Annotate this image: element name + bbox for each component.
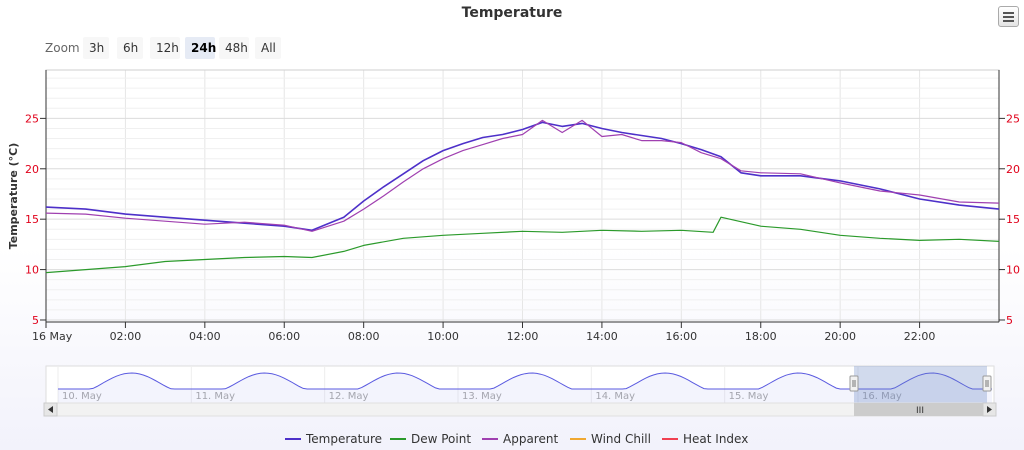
- x-tick-label: 10:00: [427, 330, 459, 343]
- scrollbar-track[interactable]: [43, 402, 997, 417]
- y-axis-title: Temperature (°C): [7, 143, 20, 250]
- navigator-handle-left[interactable]: [849, 375, 859, 392]
- x-tick-label: 04:00: [189, 330, 221, 343]
- legend-swatch: [390, 437, 406, 440]
- legend-label: Dew Point: [411, 432, 472, 446]
- zoom-label: Zoom: [45, 41, 80, 55]
- legend-label: Temperature: [306, 432, 383, 446]
- arrow-left-icon: [48, 406, 53, 413]
- zoom-3h-button[interactable]: 3h: [83, 37, 109, 59]
- x-tick-label: 16 May: [32, 330, 73, 343]
- legend-temperature[interactable]: Temperature: [285, 432, 382, 446]
- series-line-dew-point: [45, 216, 1000, 274]
- legend-dew-point[interactable]: Dew Point: [390, 432, 471, 446]
- menu-icon: [1003, 12, 1014, 14]
- menu-icon: [1003, 16, 1014, 18]
- x-tick-label: 20:00: [824, 330, 856, 343]
- navigator-date-label: 16. May: [862, 391, 902, 402]
- legend-swatch: [482, 437, 498, 440]
- legend-wind-chill[interactable]: Wind Chill: [570, 432, 651, 446]
- context-menu-button[interactable]: [998, 6, 1019, 27]
- navigator-series: [58, 372, 992, 390]
- series-line-apparent: [45, 119, 1000, 232]
- y-tick-label-left: 20: [25, 163, 39, 176]
- y-tick-label-right: 15: [1006, 213, 1020, 226]
- y-tick-label-left: 5: [32, 314, 39, 327]
- navigator-date-label: 11. May: [195, 391, 235, 402]
- y-tick-label-left: 10: [25, 264, 39, 277]
- legend-swatch: [662, 437, 678, 440]
- navigator-area: [58, 373, 992, 403]
- navigator-date-label: 13. May: [462, 391, 502, 402]
- legend-apparent[interactable]: Apparent: [482, 432, 558, 446]
- y-tick-label-right: 25: [1006, 112, 1020, 125]
- y-tick-label-right: 20: [1006, 163, 1020, 176]
- zoom-48h-button[interactable]: 48h: [219, 37, 249, 59]
- legend-swatch: [570, 437, 586, 440]
- navigator-date-label: 15. May: [729, 391, 769, 402]
- x-tick-label: 06:00: [268, 330, 300, 343]
- navigator-handle-right[interactable]: [982, 375, 992, 392]
- y-tick-label-right: 10: [1006, 264, 1020, 277]
- y-tick-label-right: 5: [1006, 314, 1013, 327]
- y-tick-label-left: 15: [25, 213, 39, 226]
- navigator-selection: [854, 366, 987, 403]
- legend-heat-index[interactable]: Heat Index: [662, 432, 748, 446]
- x-tick-label: 12:00: [507, 330, 539, 343]
- menu-icon: [1003, 20, 1014, 22]
- zoom-all-button[interactable]: All: [255, 37, 281, 59]
- navigator-date-label: 12. May: [329, 391, 369, 402]
- scrollbar-grip: III: [916, 406, 924, 416]
- navigator-date-label: 14. May: [595, 391, 635, 402]
- legend-label: Wind Chill: [591, 432, 651, 446]
- x-tick-label: 18:00: [745, 330, 777, 343]
- zoom-12h-button[interactable]: 12h: [150, 37, 180, 59]
- series-line-temperature: [45, 121, 1000, 232]
- navigator-frame: [45, 365, 995, 404]
- navigator-date-label: 10. May: [62, 391, 102, 402]
- legend-label: Apparent: [503, 432, 559, 446]
- arrow-right-icon: [987, 406, 992, 413]
- x-tick-label: 16:00: [665, 330, 697, 343]
- scrollbar-thumb[interactable]: [854, 403, 987, 416]
- chart-title: Temperature: [461, 5, 563, 21]
- legend-swatch: [285, 437, 301, 440]
- x-tick-label: 14:00: [586, 330, 618, 343]
- legend-label: Heat Index: [683, 432, 749, 446]
- zoom-24h-button[interactable]: 24h: [185, 37, 216, 59]
- zoom-6h-button[interactable]: 6h: [117, 37, 143, 59]
- y-tick-label-left: 25: [25, 112, 39, 125]
- x-tick-label: 02:00: [110, 330, 142, 343]
- x-tick-label: 22:00: [904, 330, 936, 343]
- x-tick-label: 08:00: [348, 330, 380, 343]
